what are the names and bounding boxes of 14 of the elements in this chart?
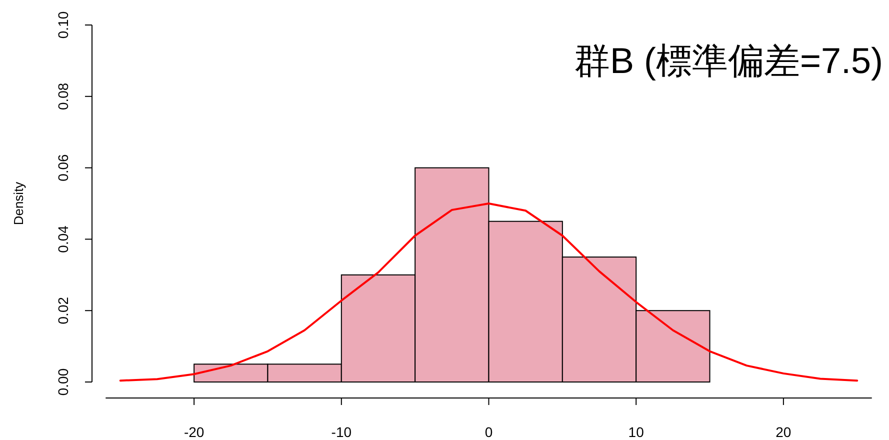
x-tick-label: -10 [331, 424, 352, 440]
x-tick-label: 20 [776, 424, 792, 440]
y-axis-title: Density [11, 181, 26, 226]
y-tick-label: 0.00 [55, 368, 71, 396]
x-tick-label: 0 [484, 424, 493, 440]
line-series [119, 202, 858, 382]
y-tick-label: 0.06 [55, 154, 71, 182]
y-tick-label: 0.04 [55, 225, 71, 253]
x-tick-label: 10 [628, 424, 644, 440]
x-tick-label: -20 [184, 424, 204, 440]
y-tick-label: 0.10 [55, 11, 71, 39]
y-tick-label: 0.02 [55, 296, 71, 324]
y-tick-label: 0.08 [55, 82, 71, 110]
chart-title: 群B (標準偏差=7.5) [574, 40, 883, 81]
